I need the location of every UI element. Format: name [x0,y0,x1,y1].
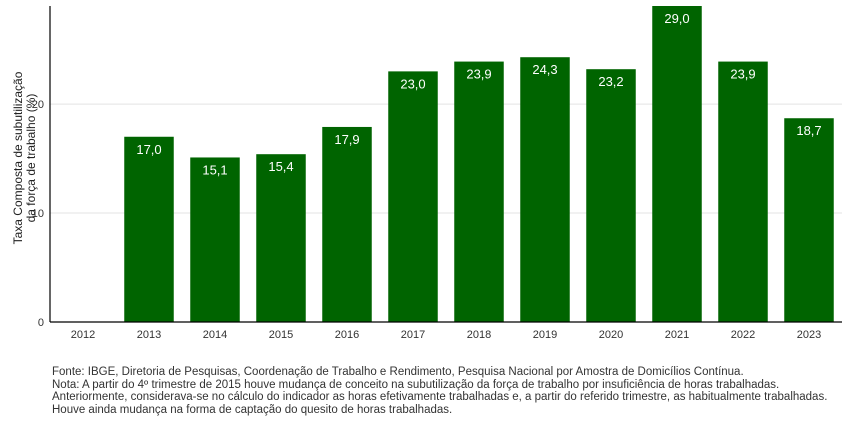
x-tick-label: 2023 [797,329,821,341]
bar-value-label: 17,9 [334,132,359,147]
bar-value-label: 17,0 [136,142,161,157]
source-line: Fonte: IBGE, Diretoria de Pesquisas, Coo… [52,366,744,378]
x-axis-tick-labels: 2012 2013 2014 2015 2016 2017 2018 2019 2020 2021… [71,329,821,341]
bar-value-label: 23,2 [598,74,623,89]
gridlines [50,103,842,214]
bar-2021 [652,6,702,322]
note-line: Nota: A partir do 4º trimestre de 2015 h… [52,378,780,391]
bar-2022 [718,61,768,322]
x-tick-label: 2013 [137,329,161,341]
bar-value-label: 23,0 [400,76,425,91]
source-notes: Fonte: IBGE, Diretoria de Pesquisas, Coo… [52,366,842,416]
bar-2014 [190,157,240,322]
bar-2020 [586,69,636,322]
x-tick-label: 2018 [467,329,491,341]
y-axis-title: Taxa Composta de subutilizaçãoda força d… [11,71,38,244]
bar-2023 [784,118,834,322]
y-tick-label: 20 [32,99,44,111]
bar-value-label: 18,7 [796,123,821,138]
x-tick-label: 2019 [533,329,557,341]
bar-2013 [124,136,174,322]
x-tick-label: 2017 [401,329,425,341]
bar-2017 [388,71,438,323]
bar-value-label: 23,9 [466,67,491,82]
bar-value-label: 23,9 [730,67,755,82]
bar-2019 [520,57,570,322]
bars [124,6,834,323]
x-tick-label: 2015 [269,329,293,341]
x-tick-label: 2022 [731,329,755,341]
bar-chart: 17,0 15,1 15,4 17,9 23,0 23,9 24,3 23,2 29,0 23,9… [11,6,842,341]
x-tick-label: 2014 [203,329,227,341]
x-tick-label: 2020 [599,329,623,341]
bar-value-labels: 17,0 15,1 15,4 17,9 23,0 23,9 24,3 23,2 29,0 23,9… [136,11,821,177]
bar-value-label: 24,3 [532,62,557,77]
y-axis-tick-labels: 0 10 20 [32,99,44,329]
bar-value-label: 15,4 [268,159,293,174]
x-tick-label: 2012 [71,329,95,341]
bar-value-label: 15,1 [202,162,227,177]
bar-2018 [454,61,504,322]
note-line: Houve ainda mudança na forma de captação… [52,403,453,416]
bar-value-label: 29,0 [664,11,689,26]
y-axis-title-line: Taxa Composta de subutilização [11,71,25,244]
y-tick-label: 0 [38,317,44,329]
y-axis-title-line: da força de trabalho (%) [24,94,38,223]
y-tick-label: 10 [32,208,44,220]
bar-2016 [322,126,372,322]
x-tick-label: 2021 [665,329,689,341]
x-tick-label: 2016 [335,329,359,341]
bar-2015 [256,154,306,322]
note-line: Anteriormente, considerava-se no cálculo… [52,391,828,403]
